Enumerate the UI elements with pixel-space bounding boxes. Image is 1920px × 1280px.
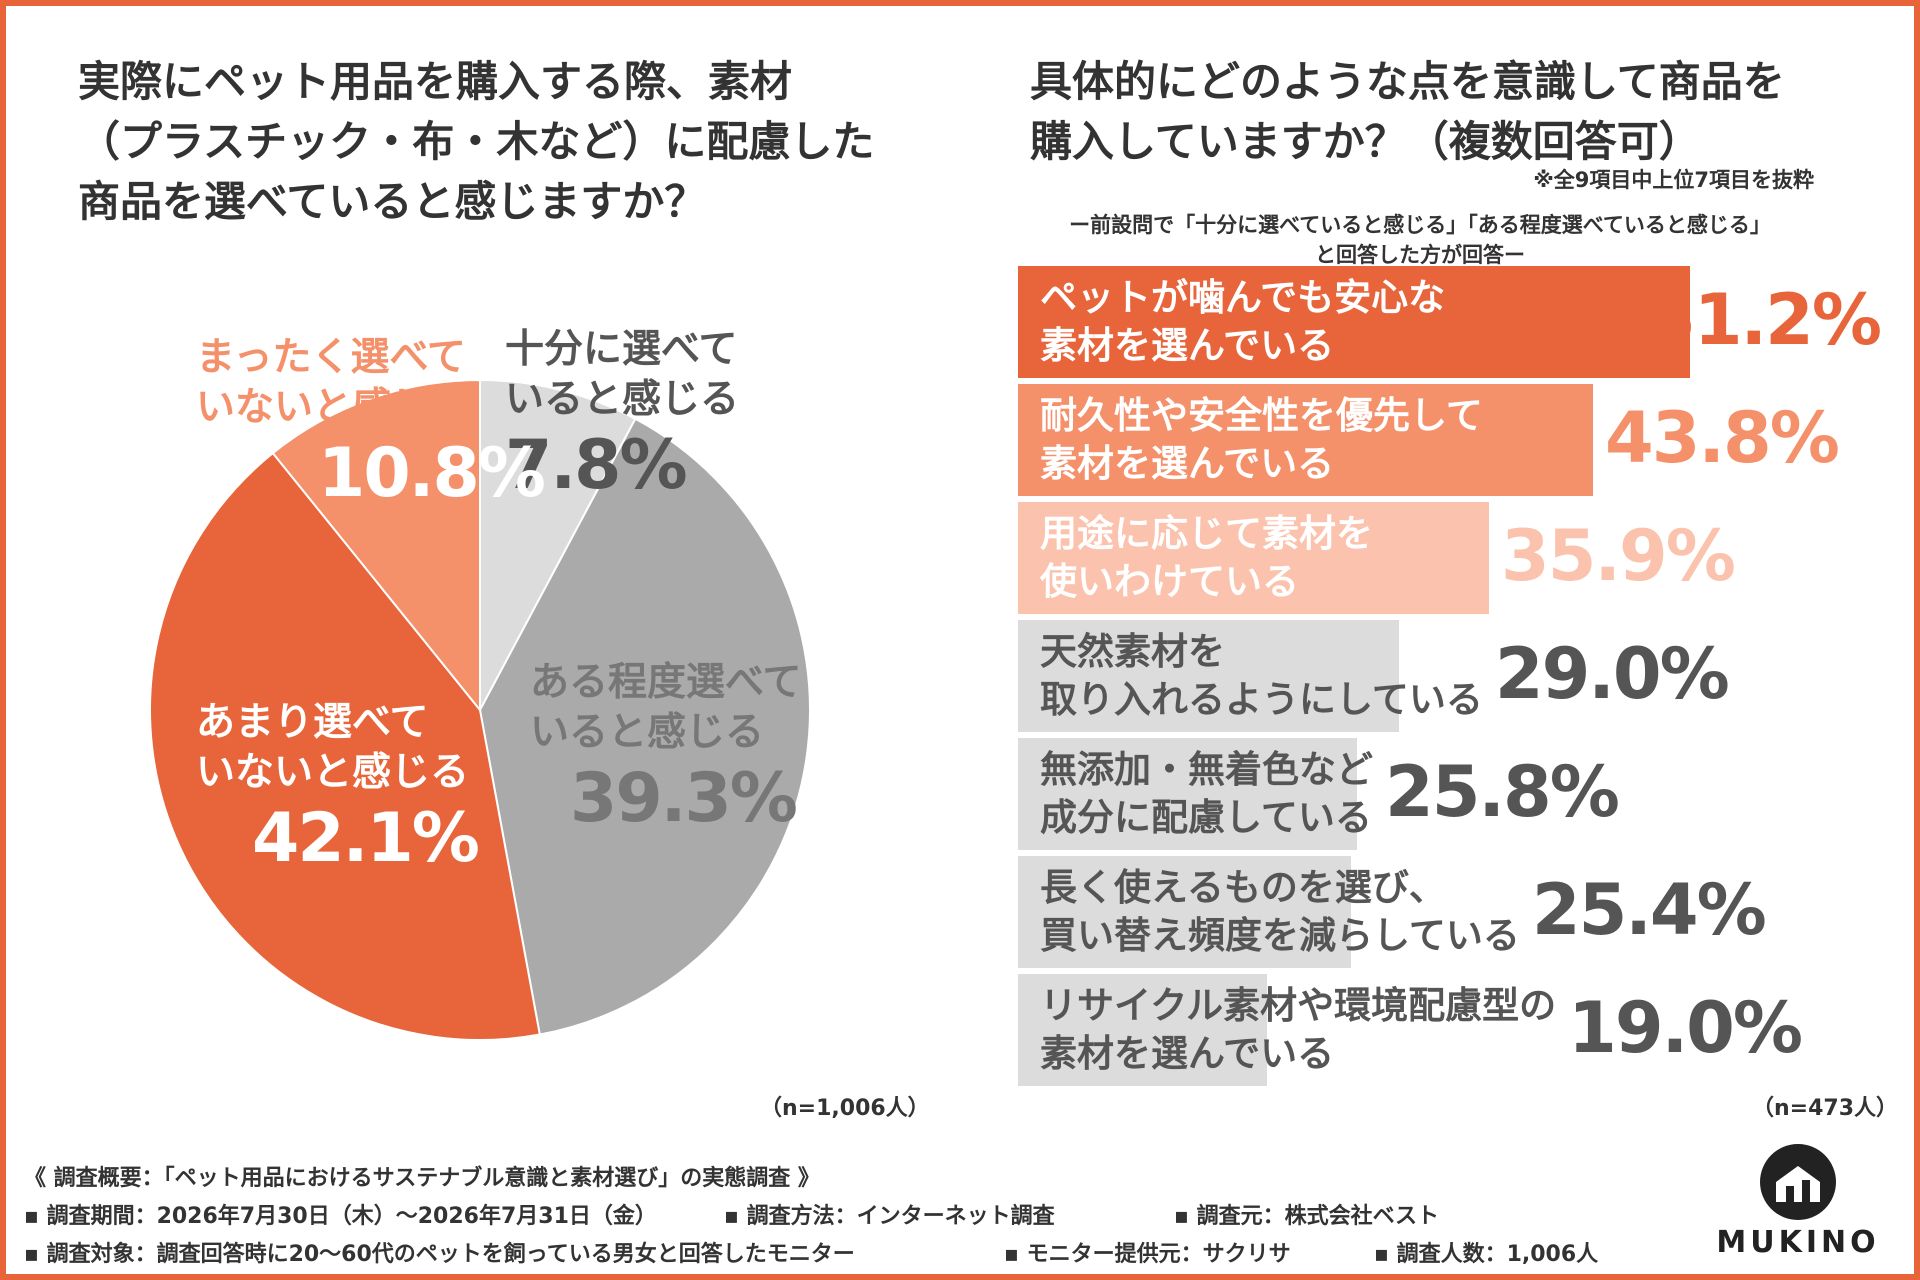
survey-count: ▪ 調査人数：1,006人 [1374,1242,1599,1267]
survey-row-1: ▪ 調査期間：2026年7月30日（木）～2026年7月31日（金） ▪ 調査方法… [24,1198,1439,1230]
pie-slice [479,380,637,711]
survey-method: ▪ 調査方法：インターネット調査 [724,1204,1055,1229]
bar-label-line: 用途に応じて素材を [1040,512,1373,555]
pie-label-text: あまり選べて [196,700,429,745]
bar-label-line: リサイクル素材や環境配慮型の [1040,984,1557,1027]
bar [1018,856,1351,968]
bar-value-label: 51.2% [1647,279,1882,361]
bar-value-label: 43.8% [1605,397,1840,479]
bar-value-label: 35.9% [1501,515,1736,597]
survey-row-2: ▪ 調査対象：調査回答時に20～60代のペットを飼っている男女と回答したモニター… [24,1236,1598,1268]
left-title-line: （プラスチック・布・木など）に配慮した [78,117,875,166]
bar-value-label: 25.8% [1385,751,1620,833]
bar-label-line: 耐久性や安全性を優先して [1040,394,1483,437]
pie-value-label: 7.8% [505,426,688,505]
survey-target: ▪ 調査対象：調査回答時に20～60代のペットを飼っている男女と回答したモニター [24,1242,855,1267]
pie-slice [271,380,481,713]
bar-value-label: 29.0% [1494,633,1730,715]
logo-wordmark: MUKINO [1718,1225,1878,1260]
bar-label-line: 取り入れるようにしている [1040,678,1483,721]
pie-chart [150,380,810,1040]
pie-label: まったく選べて いないと感じる 10.8% [196,333,546,515]
pie-label-text: ある程度選べて [530,660,802,705]
bar-label: 長く使えるものを選び、買い替え頻度を減らしている [1040,864,1520,960]
bar-label-line: 素材を選んでいる [1040,324,1335,367]
left-title-line: 商品を選べていると感じますか？ [78,177,707,226]
pie-label: 十分に選べて いると感じる 7.8% [505,325,739,507]
pie-label-text: いると感じる [505,377,740,422]
bar-label-line: 長く使えるものを選び、 [1040,866,1446,909]
bar-label-line: 天然素材を [1040,630,1225,673]
pie-label-text: 十分に選べて [505,327,738,372]
bar-value-label: 25.4% [1531,869,1767,951]
right-title-line: 具体的にどのような点を意識して商品を [1030,57,1785,106]
survey-source: ▪ 調査元：株式会社ベスト [1174,1204,1440,1229]
bar [1018,620,1399,732]
pie-value-label: 42.1% [252,799,480,878]
bar-value-label: 19.0% [1568,987,1803,1069]
bar [1018,266,1690,378]
bar-label: 耐久性や安全性を優先して 素材を選んでいる [1040,392,1483,488]
bar-label-line: ペットが噛んでも安心な [1040,276,1446,319]
respondent-note: ー前設問で「十分に選べていると感じる」「ある程度選べていると感じる」 と回答した… [1010,210,1830,270]
pie-label-text: いないと感じる [196,385,470,430]
pie-label-text: いないと感じる [196,750,470,795]
bar-label: 用途に応じて素材を 使いわけている [1040,510,1373,606]
pie-label: ある程度選べて いると感じる 39.3% [530,658,801,840]
left-title-line: 実際にペット用品を購入する際、素材 [78,57,793,106]
bar-label: リサイクル素材や環境配慮型の 素材を選んでいる [1040,982,1556,1078]
left-chart-title: 実際にペット用品を購入する際、素材 （プラスチック・布・木など）に配慮した 商品… [78,52,938,232]
items-note: ※全9項目中上位7項目を抜粋 [1533,168,1814,192]
right-title-line: 購入していますか？（複数回答可） [1030,117,1701,166]
bar-label-line: 無添加・無着色など [1040,748,1373,791]
pie-slice [478,417,810,1036]
bar-label: 無添加・無着色など 成分に配慮している [1040,746,1373,842]
pie-value-label: 10.8% [318,434,546,513]
bar [1018,502,1489,614]
left-sample-size: （n=1,006人） [760,1096,930,1121]
house-logo-icon: MUKINO [1716,1144,1878,1260]
bar-label-line: 使いわけている [1040,560,1299,603]
survey-period: ▪ 調査期間：2026年7月30日（木）～2026年7月31日（金） [24,1204,657,1229]
mukino-logo: MUKINO [1716,1140,1878,1260]
bar-label-line: 素材を選んでいる [1040,442,1335,485]
bar-label-line: 素材を選んでいる [1040,1032,1335,1075]
bar-label-line: 買い替え頻度を減らしている [1040,914,1520,957]
pie-label-text: いると感じる [530,710,765,755]
respondent-note-line: と回答した方が回答ー [1315,243,1525,267]
bar [1018,738,1357,850]
bar-label: ペットが噛んでも安心な 素材を選んでいる [1040,274,1445,370]
right-sample-size: （n=473人） [1752,1096,1899,1121]
respondent-note-line: ー前設問で「十分に選べていると感じる」「ある程度選べていると感じる」 [1069,213,1771,237]
survey-overview: 《 調査概要：「ペット用品におけるサステナブル意識と素材選び」の実態調査 》 [24,1166,820,1191]
bar [1018,974,1267,1086]
bar [1018,384,1593,496]
pie-label: あまり選べて いないと感じる 42.1% [196,698,480,880]
bar-label: 天然素材を取り入れるようにしている [1040,628,1483,724]
pie-value-label: 39.3% [570,759,798,838]
bar-label-line: 成分に配慮している [1040,796,1372,839]
right-chart-title: 具体的にどのような点を意識して商品を 購入していますか？（複数回答可） [1030,52,1870,172]
pie-slice [150,451,541,1040]
monitor-provider: ▪ モニター提供元：サクリサ [1004,1242,1291,1267]
pie-label-text: まったく選べて [196,335,466,380]
